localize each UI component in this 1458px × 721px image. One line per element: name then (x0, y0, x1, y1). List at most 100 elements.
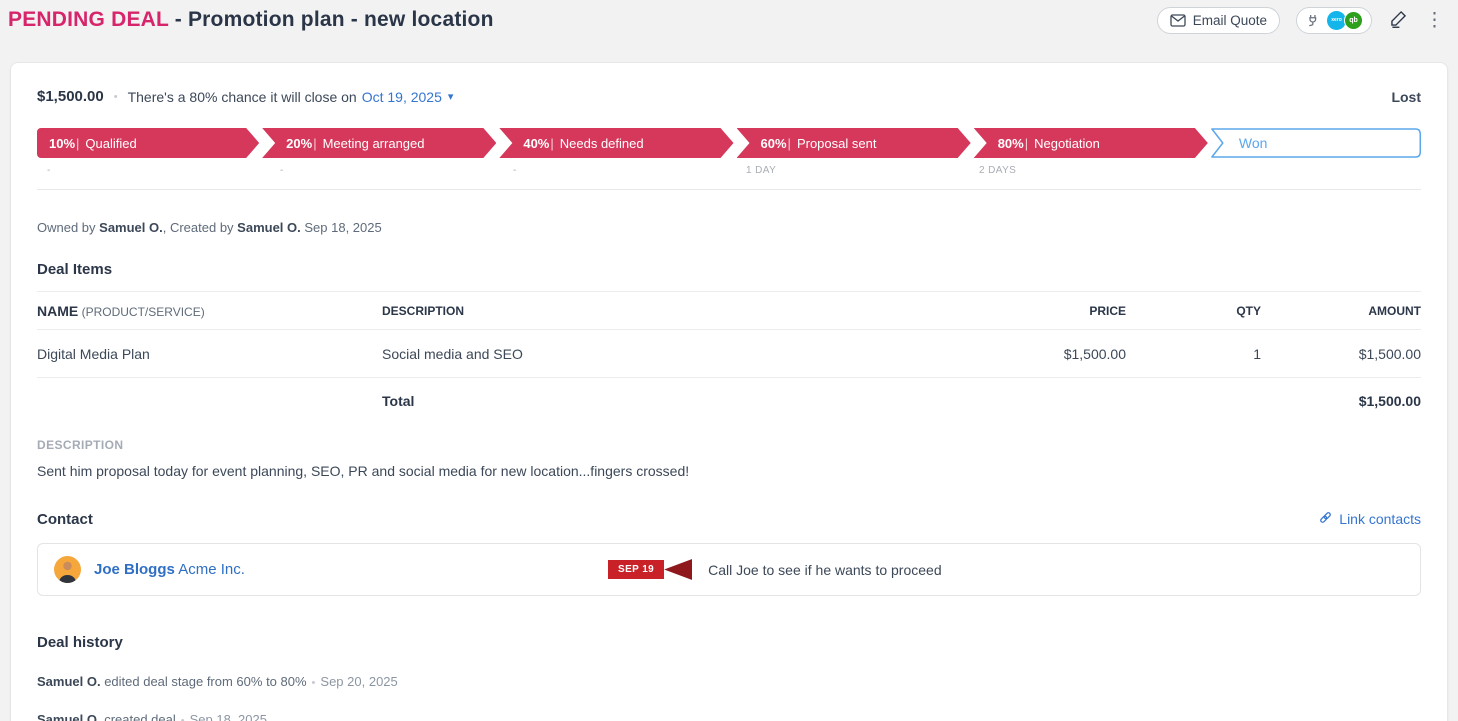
stage-percent: 60% (760, 135, 787, 151)
contact-task: SEP 19 Call Joe to see if he wants to pr… (608, 559, 1404, 580)
stage-qualified[interactable]: 10% | Qualified (37, 128, 259, 158)
link-contacts-button[interactable]: Link contacts (1318, 510, 1421, 528)
contact-name-link[interactable]: Joe Bloggs Acme Inc. (94, 561, 245, 578)
history-entry: Samuel O. created deal • Sep 18, 2025 (37, 712, 1421, 721)
deal-items-heading: Deal Items (37, 261, 113, 278)
history-action: created deal (100, 712, 176, 721)
stage-label: Meeting arranged (322, 135, 425, 151)
close-chance-text: There's a 80% chance it will close on (127, 88, 357, 105)
stage-won[interactable]: Won (1211, 128, 1421, 158)
section-divider (37, 189, 1421, 190)
stage-pipe: | (787, 135, 791, 151)
item-price: $1,500.00 (1063, 345, 1126, 362)
email-quote-button[interactable]: Email Quote (1156, 6, 1280, 34)
ribbon-tail-icon (664, 559, 693, 580)
deal-card: $1,500.00 • There's a 80% chance it will… (10, 62, 1448, 721)
stage-duration: 1 DAY (746, 165, 777, 176)
won-label: Won (1238, 135, 1268, 151)
deal-items-table: NAME (PRODUCT/SERVICE) DESCRIPTION PRICE… (37, 291, 1421, 423)
total-label: Total (382, 392, 415, 409)
stage-label: Negotiation (1034, 135, 1100, 151)
title-separator: - (168, 8, 188, 31)
task-date-badge: SEP 19 (608, 559, 693, 580)
stage-needs-defined[interactable]: 40% | Needs defined (499, 128, 733, 158)
item-qty: 1 (1253, 345, 1261, 362)
created-date: Sep 18, 2025 (300, 220, 382, 235)
contact-company: Acme Inc. (174, 561, 245, 578)
item-description: Social media and SEO (382, 345, 523, 362)
stage-pipe: | (550, 135, 554, 151)
item-amount: $1,500.00 (1358, 345, 1421, 362)
xero-icon: xero (1327, 10, 1346, 30)
col-name-sublabel: (PRODUCT/SERVICE) (78, 304, 205, 319)
history-date: Sep 18, 2025 (189, 712, 267, 721)
dot-separator: • (311, 677, 316, 689)
stage-pipe: | (313, 135, 317, 151)
close-date-link[interactable]: Oct 19, 2025 (361, 88, 442, 105)
history-entry: Samuel O. edited deal stage from 60% to … (37, 674, 1421, 689)
stage-duration: - (47, 165, 51, 176)
accounting-integrations-button[interactable]: xero qb (1296, 6, 1372, 34)
col-description: DESCRIPTION (382, 303, 465, 318)
col-name-label: NAME (37, 302, 79, 319)
owned-by-prefix: Owned by (37, 220, 100, 235)
plug-icon (1305, 10, 1322, 30)
history-date: Sep 20, 2025 (320, 674, 398, 689)
col-name: NAME (PRODUCT/SERVICE) (37, 303, 382, 319)
stage-percent: 10% (49, 135, 76, 151)
person-icon (59, 561, 76, 583)
stage-label: Needs defined (559, 135, 644, 151)
stage-duration: 2 DAYS (979, 165, 1017, 176)
description-label: DESCRIPTION (37, 438, 124, 452)
chevron-down-icon[interactable]: ▾ (447, 91, 454, 103)
task-text: Call Joe to see if he wants to proceed (708, 561, 942, 578)
stage-negotiation[interactable]: 80% | Negotiation (974, 128, 1208, 158)
ownership-line: Owned by Samuel O., Created by Samuel O.… (37, 220, 1421, 235)
deal-history-heading: Deal history (37, 634, 123, 651)
email-quote-label: Email Quote (1192, 12, 1267, 28)
contact-name: Joe Bloggs (94, 561, 175, 578)
stage-pipe: | (76, 135, 80, 151)
stage-proposal-sent[interactable]: 60% | Proposal sent (737, 128, 971, 158)
dot-separator: • (180, 715, 185, 721)
dot-separator: • (113, 90, 118, 103)
deal-item-row[interactable]: Digital Media Plan Social media and SEO … (37, 330, 1421, 378)
stage-percent: 20% (286, 135, 313, 151)
top-bar: PENDING DEAL - Promotion plan - new loca… (0, 0, 1458, 40)
deal-amount: $1,500.00 (37, 88, 104, 105)
pencil-icon (1388, 8, 1409, 32)
stage-percent: 80% (997, 135, 1024, 151)
stage-duration: - (513, 165, 517, 176)
deal-items-header-row: NAME (PRODUCT/SERVICE) DESCRIPTION PRICE… (37, 292, 1421, 330)
page-title: PENDING DEAL - Promotion plan - new loca… (8, 8, 494, 32)
description-text: Sent him proposal today for event planni… (37, 463, 690, 479)
deal-status-label: PENDING DEAL (8, 8, 169, 31)
more-options-button[interactable]: ⋮ (1425, 11, 1444, 30)
history-user: Samuel O. (37, 712, 101, 721)
stage-label: Qualified (85, 135, 137, 151)
item-name: Digital Media Plan (37, 345, 150, 362)
stage-label: Proposal sent (796, 135, 877, 151)
owner-name: Samuel O. (99, 220, 163, 235)
creator-name: Samuel O. (237, 220, 301, 235)
stage-pipe: | (1024, 135, 1029, 151)
contact-heading: Contact (37, 510, 93, 528)
won-chevron-outline-icon (1211, 128, 1421, 158)
stage-duration-won (1188, 165, 1421, 176)
contact-card[interactable]: Joe Bloggs Acme Inc. SEP 19 Call Joe to … (37, 543, 1421, 596)
quickbooks-icon: qb (1344, 10, 1363, 30)
pipeline-stage-bar: 10% | Qualified 20% | Meeting arranged 4… (37, 128, 1421, 158)
col-price: PRICE (1089, 303, 1126, 318)
task-date-label: SEP 19 (608, 560, 665, 579)
kebab-menu-icon: ⋮ (1425, 9, 1444, 31)
edit-deal-button[interactable] (1388, 8, 1409, 32)
lost-button[interactable]: Lost (1391, 88, 1421, 105)
envelope-icon (1170, 13, 1186, 27)
total-amount: $1,500.00 (1358, 392, 1421, 409)
contact-avatar (54, 556, 81, 583)
stage-meeting-arranged[interactable]: 20% | Meeting arranged (262, 128, 496, 158)
deal-items-total-row: Total $1,500.00 (37, 378, 1421, 423)
link-contacts-label: Link contacts (1339, 511, 1421, 527)
stage-percent: 40% (523, 135, 550, 151)
history-user: Samuel O. (37, 674, 101, 689)
